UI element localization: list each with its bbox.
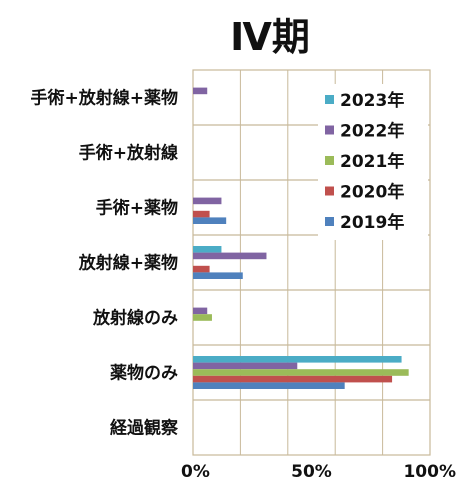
bar [193, 210, 210, 218]
chart-title: Ⅳ期 [230, 15, 310, 59]
bar [193, 314, 212, 321]
bar [193, 246, 222, 253]
category-label: 手術+薬物 [96, 198, 178, 219]
legend-swatch [325, 156, 334, 165]
category-label: 放射線+薬物 [78, 253, 178, 274]
legend-swatch [325, 95, 334, 104]
category-label: 手術+放射線+薬物 [31, 88, 179, 109]
legend-label: 2021年 [340, 151, 404, 172]
bar [193, 272, 243, 279]
category-label: 手術+放射線 [79, 143, 178, 164]
bar [193, 217, 227, 224]
legend-background [318, 84, 428, 240]
legend-swatch [325, 125, 334, 135]
bar [193, 356, 402, 363]
legend-swatch [325, 217, 334, 226]
bar [193, 197, 222, 205]
category-label: 薬物のみ [110, 363, 178, 384]
bar [193, 362, 298, 370]
legend-label: 2022年 [340, 121, 404, 142]
category-label: 経過観察 [110, 418, 179, 439]
legend: 2023年 2022年 2021年 2020年 2019年 [318, 84, 428, 240]
bar [193, 375, 393, 383]
x-tick-label: 50% [291, 462, 332, 482]
legend-label: 2019年 [340, 212, 404, 233]
bar [193, 265, 210, 273]
legend-swatch [325, 186, 334, 196]
chart-bars [193, 87, 409, 389]
bar [193, 307, 208, 315]
x-tick-label: 0% [181, 462, 210, 482]
x-tick-labels: 0% 50% 100% [181, 462, 456, 482]
x-tick-label: 100% [403, 462, 456, 482]
bar [193, 252, 267, 260]
bar [193, 382, 345, 389]
legend-label: 2023年 [340, 90, 404, 111]
bar [193, 87, 208, 95]
bar [193, 369, 409, 376]
category-label: 放射線のみ [92, 308, 178, 329]
legend-label: 2020年 [340, 182, 404, 203]
